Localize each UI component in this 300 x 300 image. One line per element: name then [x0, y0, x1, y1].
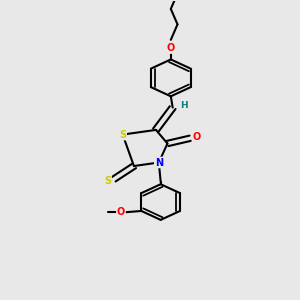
Text: S: S: [119, 130, 126, 140]
Text: H: H: [180, 101, 188, 110]
Text: O: O: [167, 43, 175, 53]
Text: N: N: [155, 158, 163, 167]
Text: O: O: [117, 207, 125, 218]
Text: S: S: [104, 176, 111, 186]
Text: O: O: [192, 132, 201, 142]
